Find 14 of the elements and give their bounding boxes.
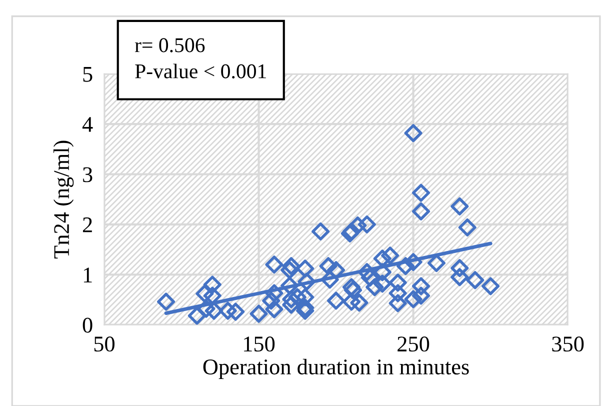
- y-tick-label: 4: [82, 117, 93, 132]
- x-tick-label: 250: [398, 336, 430, 352]
- y-tick-label: 1: [84, 268, 92, 282]
- y-tick-label: 0: [82, 318, 92, 333]
- y-tick-label: 2: [82, 217, 92, 232]
- text: r= 0.506: [134, 38, 205, 52]
- y-tick-label: 5: [83, 67, 92, 82]
- x-tick-label: 50: [94, 336, 114, 352]
- y-tick-label: 3: [83, 167, 92, 182]
- x-tick-label: 150: [244, 336, 275, 352]
- x-tick-label: 350: [552, 336, 584, 352]
- y-axis-title: Tn24 (ng/ml): [53, 140, 74, 258]
- x-axis-title: Operation duration in minutes: [203, 358, 469, 379]
- annotation: P-value < 0.001: [135, 64, 266, 78]
